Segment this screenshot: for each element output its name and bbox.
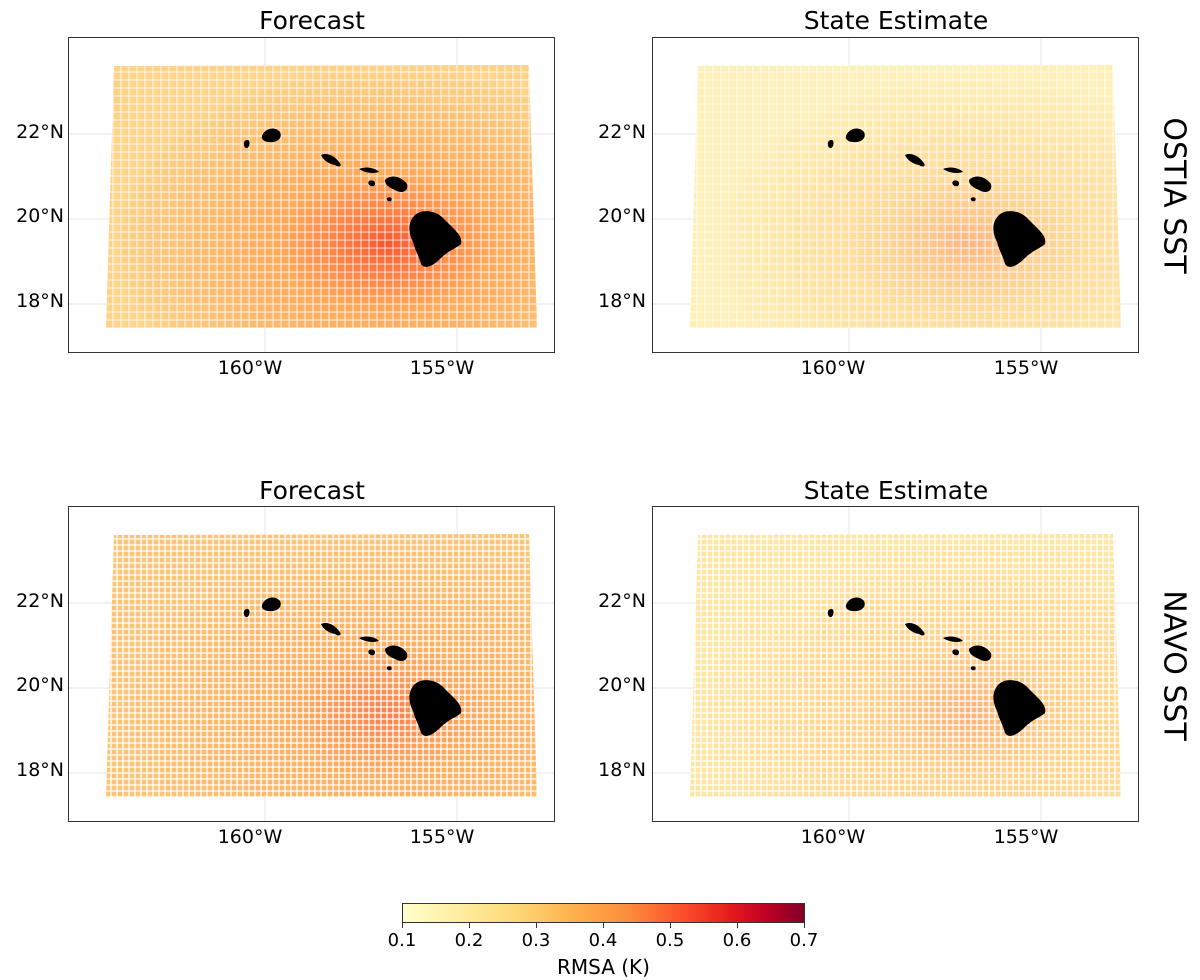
- map-panel-ostia-forecast: [68, 37, 555, 353]
- island-shape: [827, 608, 834, 618]
- island-shape: [359, 167, 379, 173]
- colorbar-tickmark: [670, 923, 671, 928]
- island-shape: [321, 622, 341, 636]
- colorbar-tickmark: [603, 923, 604, 928]
- lat-label: 20°N: [598, 205, 646, 227]
- island-shape: [993, 680, 1046, 736]
- island-shape: [359, 636, 379, 642]
- island-shape: [969, 176, 992, 192]
- island-shape: [385, 645, 408, 661]
- island-shape: [827, 139, 834, 149]
- panel-title-top-right: State Estimate: [803, 6, 989, 35]
- island-shape: [952, 180, 960, 187]
- colorbar-tickmark: [536, 923, 537, 928]
- island-shape: [409, 680, 462, 736]
- island-shape: [261, 128, 281, 143]
- island-shape: [943, 167, 963, 173]
- row-label-navo: NAVO SST: [1156, 590, 1192, 741]
- island-shape: [952, 649, 960, 656]
- lat-label: 20°N: [16, 674, 64, 696]
- island-shape: [321, 153, 341, 167]
- island-shape: [993, 211, 1046, 267]
- lat-label: 20°N: [16, 205, 64, 227]
- map-panel-navo-state-estimate: [652, 506, 1139, 822]
- colorbar-tick-label: 0.5: [655, 930, 685, 951]
- island-shape: [386, 197, 392, 202]
- colorbar-tick-label: 0.3: [521, 930, 551, 951]
- panel-title-bottom-left: Forecast: [259, 476, 365, 505]
- lat-label: 22°N: [598, 590, 646, 612]
- island-shape: [385, 176, 408, 192]
- lat-label: 22°N: [598, 121, 646, 143]
- lat-label: 22°N: [16, 121, 64, 143]
- colorbar-tick-label: 0.7: [789, 930, 819, 951]
- lon-label: 160°W: [217, 826, 283, 848]
- colorbar-tick-label: 0.2: [454, 930, 484, 951]
- island-shape: [905, 153, 925, 167]
- lon-label: 160°W: [217, 357, 283, 379]
- row-label-ostia: OSTIA SST: [1156, 117, 1192, 274]
- colorbar-tickmark: [469, 923, 470, 928]
- island-shape: [970, 666, 976, 671]
- island-shape: [845, 128, 865, 143]
- island-shape: [261, 597, 281, 612]
- island-shape: [970, 197, 976, 202]
- lat-label: 18°N: [598, 759, 646, 781]
- colorbar-tickmark: [402, 923, 403, 928]
- colorbar-tickmark: [737, 923, 738, 928]
- map-panel-navo-forecast: [68, 506, 555, 822]
- lon-label: 155°W: [409, 357, 475, 379]
- island-shape: [905, 622, 925, 636]
- colorbar-tick-label: 0.1: [387, 930, 417, 951]
- lat-label: 18°N: [16, 759, 64, 781]
- colorbar: [402, 903, 805, 923]
- colorbar-tick-label: 0.6: [722, 930, 752, 951]
- lat-label: 22°N: [16, 590, 64, 612]
- island-shape: [243, 608, 250, 618]
- map-panel-ostia-state-estimate: [652, 37, 1139, 353]
- lon-label: 155°W: [993, 826, 1059, 848]
- island-shape: [368, 649, 376, 656]
- island-shape: [943, 636, 963, 642]
- lat-label: 18°N: [16, 290, 64, 312]
- lat-label: 20°N: [598, 674, 646, 696]
- colorbar-tickmark: [804, 923, 805, 928]
- colorbar-label: RMSA (K): [557, 955, 650, 979]
- island-shape: [845, 597, 865, 612]
- island-shape: [243, 139, 250, 149]
- lon-label: 160°W: [800, 357, 866, 379]
- panel-title-top-left: Forecast: [259, 6, 365, 35]
- island-shape: [368, 180, 376, 187]
- island-shape: [969, 645, 992, 661]
- island-shape: [386, 666, 392, 671]
- lat-label: 18°N: [598, 290, 646, 312]
- panel-title-bottom-right: State Estimate: [803, 476, 989, 505]
- lon-label: 155°W: [409, 826, 475, 848]
- island-shape: [409, 211, 462, 267]
- lon-label: 155°W: [993, 357, 1059, 379]
- colorbar-tick-label: 0.4: [588, 930, 618, 951]
- lon-label: 160°W: [800, 826, 866, 848]
